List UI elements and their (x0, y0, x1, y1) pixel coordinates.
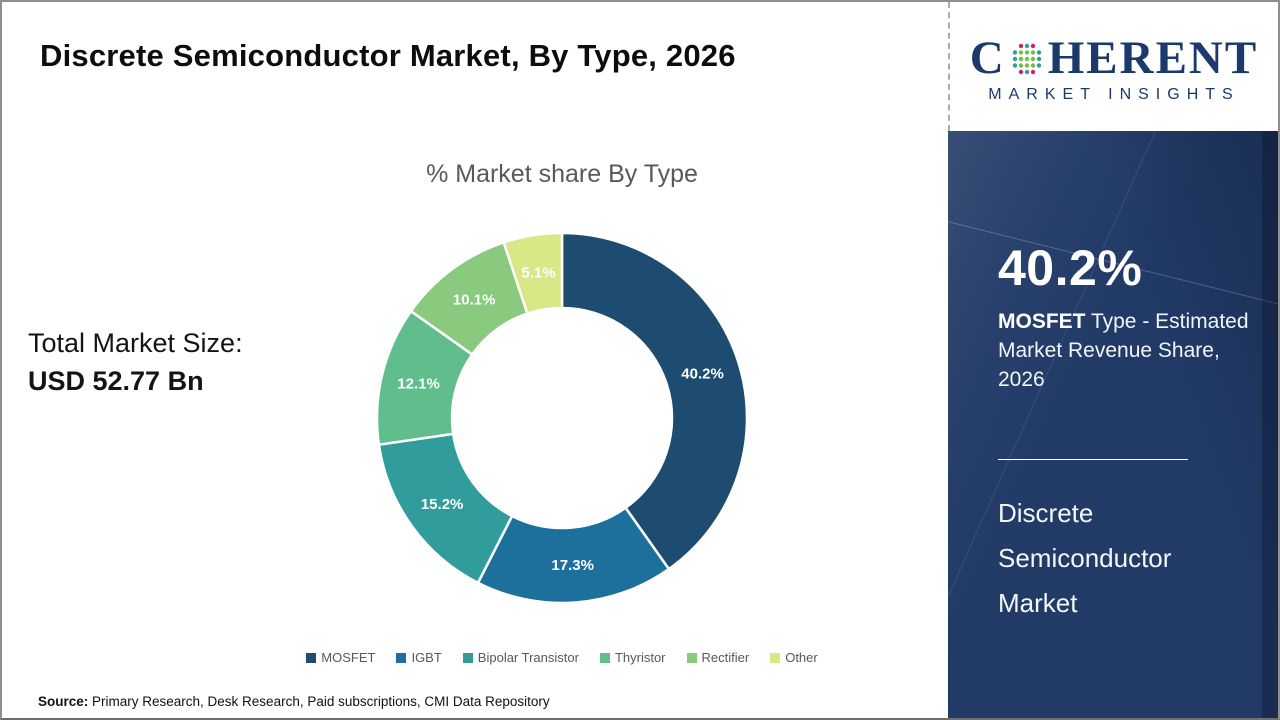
legend-label: Bipolar Transistor (477, 650, 579, 665)
legend-label: Rectifier (701, 650, 750, 665)
legend-item-rectifier: Rectifier (686, 650, 750, 665)
legend-swatch-icon (396, 652, 407, 663)
logo-subtitle: MARKET INSIGHTS (988, 86, 1240, 103)
source-label: Source: (38, 694, 89, 709)
logo-wordmark: C HERENT (970, 35, 1258, 82)
slice-value-label: 17.3% (551, 557, 594, 574)
legend-swatch-icon (306, 652, 317, 663)
legend-item-igbt: IGBT (396, 650, 442, 665)
chart-title: % Market share By Type (426, 160, 698, 188)
legend-label: IGBT (411, 650, 442, 665)
page-title: Discrete Semiconductor Market, By Type, … (40, 38, 736, 73)
highlight-percentage: 40.2% (998, 240, 1143, 296)
slice-value-label: 15.2% (421, 496, 464, 513)
highlight-description: MOSFET Type - Estimated Market Revenue S… (998, 307, 1254, 394)
main-content-area: Discrete Semiconductor Market, By Type, … (2, 2, 948, 718)
legend-swatch-icon (599, 652, 610, 663)
slice-value-label: 10.1% (453, 291, 496, 308)
donut-slice-mosfet (560, 231, 749, 571)
legend-item-other: Other (770, 650, 818, 665)
legend-item-bipolar-transistor: Bipolar Transistor (462, 650, 579, 665)
legend-item-mosfet: MOSFET (306, 650, 375, 665)
globe-dots-icon (1012, 43, 1041, 74)
chart-legend: MOSFET IGBT Bipolar Transistor Thyristor Rec… (272, 650, 852, 665)
logo-letters-herent: HERENT (1047, 32, 1259, 84)
slice-value-label: 12.1% (397, 376, 440, 393)
total-market-size-label: Total Market Size: (28, 328, 243, 358)
legend-swatch-icon (686, 652, 697, 663)
legend-swatch-icon (770, 652, 781, 663)
right-column: C HERENT MARKET INSIGHTS 40.2% MOSF (948, 2, 1278, 718)
legend-label: Thyristor (614, 650, 666, 665)
logo-letter-c: C (969, 32, 1006, 84)
brand-logo: C HERENT MARKET INSIGHTS (948, 2, 1278, 131)
total-market-size-block: Total Market Size: USD 52.77 Bn (28, 324, 243, 400)
legend-label: Other (785, 650, 818, 665)
market-name: Discrete Semiconductor Market (998, 498, 1172, 618)
source-note: Source: Primary Research, Desk Research,… (38, 694, 550, 709)
highlight-description-bold: MOSFET (998, 310, 1086, 333)
slice-value-label: 40.2% (681, 365, 724, 382)
slice-value-label: 5.1% (521, 264, 555, 281)
highlight-description-rest: Type - Estimated Market Revenue Share, 2… (998, 310, 1249, 391)
legend-swatch-icon (462, 652, 473, 663)
donut-slice-other (502, 231, 564, 316)
panel-divider-line (998, 459, 1188, 460)
source-text: Primary Research, Desk Research, Paid su… (88, 694, 550, 709)
highlight-panel: 40.2% MOSFET Type - Estimated Market Rev… (948, 131, 1278, 718)
total-market-size-value: USD 52.77 Bn (28, 366, 204, 396)
legend-item-thyristor: Thyristor (599, 650, 666, 665)
donut-chart: 40.2% 17.3% 15.2% 12.1% 10.1% 5.1% (375, 231, 749, 605)
legend-label: MOSFET (321, 650, 376, 665)
